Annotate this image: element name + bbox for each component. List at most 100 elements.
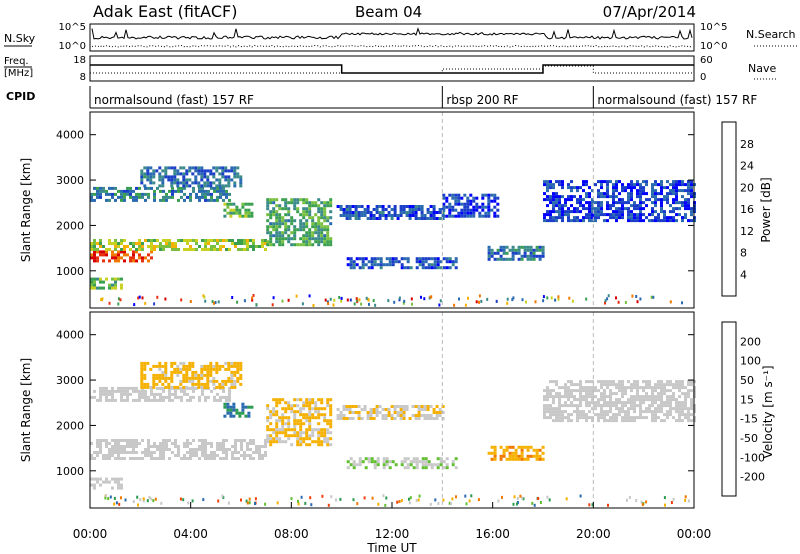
heatmap-cell [375,205,379,208]
heatmap-cell [493,457,497,461]
heatmap-cell [194,376,198,380]
heatmap-cell [373,466,377,470]
heatmap-cell [233,370,237,374]
heatmap-cell [463,211,467,215]
heatmap-cell [317,431,321,435]
heatmap-cell [423,408,427,411]
heatmap-cell [591,201,594,205]
heatmap-cell [201,445,204,448]
heatmap-cell [141,395,144,399]
heatmap-cell [478,214,482,218]
heatmap-cell [170,385,174,389]
heatmap-cell [549,404,552,408]
heatmap-cell [105,250,108,254]
heatmap-cell [324,298,327,302]
heatmap-cell [414,205,418,208]
heatmap-cell [429,295,432,299]
heatmap-cell [171,442,174,445]
heatmap-cell [290,404,294,408]
heatmap-cell [308,422,312,426]
heatmap-cell [657,192,660,196]
heatmap-cell [342,408,346,411]
heatmap-cell [465,502,468,506]
heatmap-cell [164,373,168,377]
heatmap-cell [194,382,198,386]
heatmap-cell [420,414,424,417]
heatmap-cell [420,405,424,408]
heatmap-cell [228,395,231,399]
heatmap-cell [114,451,117,454]
heatmap-cell [153,398,156,402]
heatmap-cell [126,186,129,190]
heatmap-cell [411,302,413,306]
heatmap-cell [439,457,443,461]
heatmap-cell [302,222,306,226]
heatmap-cell [305,210,309,214]
heatmap-cell [261,454,264,457]
heatmap-cell [576,216,579,220]
heatmap-cell [230,376,234,380]
heatmap-cell [238,411,242,415]
heatmap-cell [558,398,561,402]
heatmap-cell [424,466,428,470]
heatmap-cell [255,445,258,448]
heatmap-cell [266,201,270,205]
heatmap-cell [230,385,234,389]
heatmap-cell [162,189,165,193]
heatmap-cell [418,460,422,464]
heatmap-cell [552,398,555,402]
heatmap-cell [153,239,156,242]
heatmap-cell [232,408,236,412]
heatmap-cell [672,210,675,214]
heatmap-cell [567,419,570,423]
heatmap-cell [266,416,270,420]
heatmap-cell [314,201,318,205]
heatmap-cell [369,217,373,220]
heatmap-cell [138,295,141,299]
heatmap-cell [349,298,352,302]
heatmap-cell [314,231,318,235]
heatmap-cell [239,175,243,179]
heatmap-cell [293,237,297,241]
heatmap-cell [159,398,162,402]
heatmap-cell [367,457,371,461]
heatmap-cell [241,402,245,406]
heatmap-cell [323,201,327,205]
heatmap-cell [517,454,521,458]
heatmap-cell [351,205,355,208]
heatmap-cell [571,299,574,303]
heatmap-cell [543,213,546,217]
freq-strip-frame [89,55,695,82]
heatmap-cell [192,439,195,442]
heatmap-cell [669,183,672,187]
heatmap-cell [247,202,251,206]
heatmap-cell [305,234,309,238]
heatmap-cell [198,189,201,193]
heatmap-cell [648,410,651,414]
heatmap-cell [293,398,297,402]
heatmap-cell [624,301,627,304]
heatmap-cell [221,172,225,176]
heatmap-cell [185,172,189,176]
heatmap-cell [493,451,497,455]
heatmap-cell [376,263,380,267]
heatmap-cell [183,457,186,460]
heatmap-cell [188,376,192,380]
heatmap-cell [275,240,279,244]
heatmap-cell [186,239,189,242]
heatmap-cell [188,364,192,368]
heatmap-cell [123,253,126,257]
heatmap-cell [102,457,105,460]
heatmap-cell [111,253,114,257]
heatmap-cell [393,205,397,208]
heatmap-cell [320,431,324,435]
heatmap-cell [275,428,279,432]
heatmap-cell [549,413,552,417]
heatmap-cell [684,189,687,193]
heatmap-cell [278,213,282,217]
heatmap-cell [99,189,102,193]
heatmap-cell [522,497,525,501]
heatmap-cell [687,395,690,399]
heatmap-cell [366,411,370,414]
heatmap-cell [609,180,612,184]
